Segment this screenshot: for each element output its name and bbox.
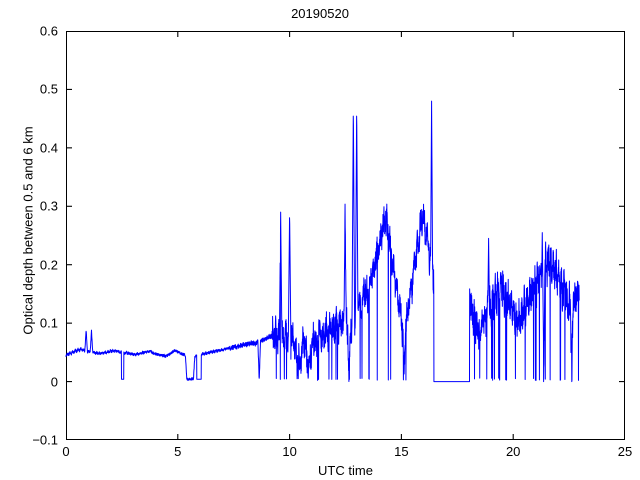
x-tick-label: 20 xyxy=(505,444,521,459)
x-tick-label: 25 xyxy=(617,444,633,459)
x-tick-label: 10 xyxy=(282,444,297,459)
y-tick-label: 0.5 xyxy=(39,81,58,97)
y-tick-label: 0.1 xyxy=(39,315,58,331)
y-tick-label: −0.1 xyxy=(32,432,58,448)
y-tick-label: 0.4 xyxy=(39,140,58,156)
y-tick-label: 0.3 xyxy=(39,198,58,214)
y-tick-label: 0.6 xyxy=(39,23,58,39)
chart-title: 20190520 xyxy=(291,6,349,21)
x-tick-label: 0 xyxy=(62,444,70,459)
x-tick-label: 5 xyxy=(174,444,182,459)
plot-area xyxy=(66,31,625,440)
y-tick-label: 0.2 xyxy=(39,257,58,273)
y-tick-label: 0 xyxy=(50,374,58,390)
x-axis-label: UTC time xyxy=(318,463,373,478)
x-tick-label: 15 xyxy=(394,444,409,459)
y-axis-label: Optical depth between 0.5 and 6 km xyxy=(20,126,36,335)
